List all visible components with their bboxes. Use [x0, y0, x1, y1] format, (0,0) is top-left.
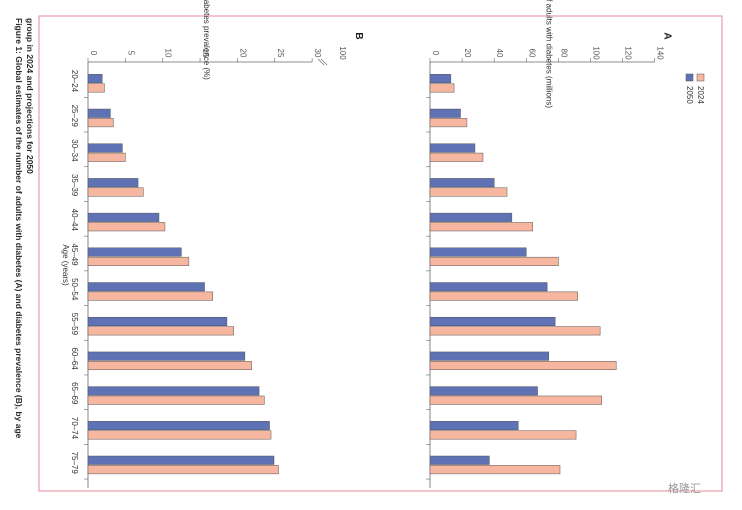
bar-2024-a [429, 361, 617, 371]
bar-2024-b [87, 430, 272, 440]
bar-2050-a [429, 178, 495, 188]
watermark: 格隆汇 [668, 481, 701, 495]
value-tick-label: 30 [313, 49, 322, 58]
bar-2024-a [429, 222, 533, 232]
bar-2024-a [429, 152, 484, 162]
bar-2024-b [87, 361, 252, 371]
bar-2050-a [429, 455, 490, 465]
bar-2050-b [87, 316, 228, 326]
value-tick-label: 20 [238, 49, 247, 58]
value-tick-label: 60 [527, 49, 536, 58]
axis-break-mark [317, 58, 325, 66]
panel-a: 0 20 40 60 80 100 120 140 Number of adults with … [426, 0, 673, 488]
bar-2024-b [87, 291, 213, 301]
panel-letter: A [662, 32, 673, 39]
bar-2050-a [429, 351, 550, 361]
bar-2024-b [87, 465, 279, 475]
bar-2024-b [87, 222, 166, 232]
bar-2024-b [87, 83, 105, 93]
category-label: 20–24 [70, 70, 79, 93]
bar-2050-a [429, 247, 527, 257]
value-tick-label: 40 [495, 49, 504, 58]
category-label: 35–39 [70, 174, 79, 197]
category-label: 40–44 [70, 209, 79, 232]
category-label: 75–79 [70, 452, 79, 475]
bar-2050-b [87, 143, 123, 153]
figure-frame [38, 15, 723, 492]
bar-2050-a [429, 108, 461, 118]
value-axis-title-b: Diabetes prevalence (%) [202, 0, 211, 80]
category-label: 30–34 [70, 139, 79, 162]
bar-2024-a [429, 430, 577, 440]
category-label: 70–74 [70, 417, 79, 440]
legend-label-2050: 2050 [685, 86, 694, 104]
bar-2050-b [87, 108, 111, 118]
bar-2024-a [429, 187, 508, 197]
bar-2024-a [429, 395, 602, 405]
age-axis-title: Age (years) [61, 244, 70, 286]
value-tick-label: 100 [592, 46, 601, 60]
bar-2024-a [429, 83, 455, 93]
bar-2024-a [429, 291, 578, 301]
category-label: 65–69 [70, 382, 79, 405]
value-tick-label: 10 [164, 49, 173, 58]
bar-2050-b [87, 178, 139, 188]
axis-break-mark [320, 58, 328, 66]
bar-2050-a [429, 386, 538, 396]
bar-2050-b [87, 386, 260, 396]
value-tick-label: 0 [431, 51, 440, 56]
bar-2050-b [87, 351, 246, 361]
bar-2024-b [87, 152, 126, 162]
bar-2050-a [429, 282, 548, 292]
value-tick-label: 140 [656, 46, 665, 60]
bar-2050-b [87, 282, 205, 292]
bar-2024-a [429, 465, 561, 475]
caption-line-1: Figure 1: Global estimates of the number… [14, 18, 24, 439]
category-label: 50–54 [70, 278, 79, 301]
bar-2050-b [87, 421, 270, 431]
bar-2050-b [87, 212, 160, 222]
value-tick-label: 0 [89, 51, 98, 56]
bar-2024-b [87, 118, 114, 128]
axis-break-label: 100 [338, 46, 347, 60]
value-axis-title-a: Number of adults with diabetes (millions… [544, 0, 553, 108]
category-label: 55–59 [70, 313, 79, 336]
bar-2050-a [429, 316, 556, 326]
bar-2024-b [87, 256, 190, 266]
value-tick-label: 120 [624, 46, 633, 60]
bar-2050-b [87, 247, 182, 257]
panel-letter: B [353, 32, 364, 39]
bar-2050-a [429, 421, 519, 431]
panel-b: 0 5 10 15 20 25 30 100 Diabetes prevalence (%) B 2… [70, 0, 364, 488]
value-tick-label: 25 [276, 49, 285, 58]
legend-swatch-2024 [696, 73, 705, 82]
bar-2024-a [429, 326, 601, 336]
value-tick-label: 15 [201, 49, 210, 58]
bar-2050-a [429, 212, 513, 222]
bar-2024-a [429, 256, 559, 266]
bar-2024-a [429, 118, 468, 128]
bar-2050-a [429, 74, 452, 84]
category-label: 60–64 [70, 347, 79, 370]
legend-label-2024: 2024 [696, 86, 705, 104]
bar-2024-b [87, 326, 234, 336]
caption: Figure 1: Global estimates of the number… [14, 18, 35, 439]
bar-2024-b [87, 395, 265, 405]
legend-swatch-2050 [685, 73, 694, 82]
value-tick-label: 5 [126, 51, 135, 56]
value-tick-label: 80 [559, 49, 568, 58]
bar-2050-a [429, 143, 476, 153]
category-label: 25–29 [70, 105, 79, 128]
bar-2050-b [87, 455, 275, 465]
bar-2024-b [87, 187, 144, 197]
value-tick-label: 20 [463, 49, 472, 58]
bar-2050-b [87, 74, 103, 84]
category-label: 45–49 [70, 243, 79, 266]
caption-line-2: group in 2024 and projections for 2050 [25, 18, 35, 174]
